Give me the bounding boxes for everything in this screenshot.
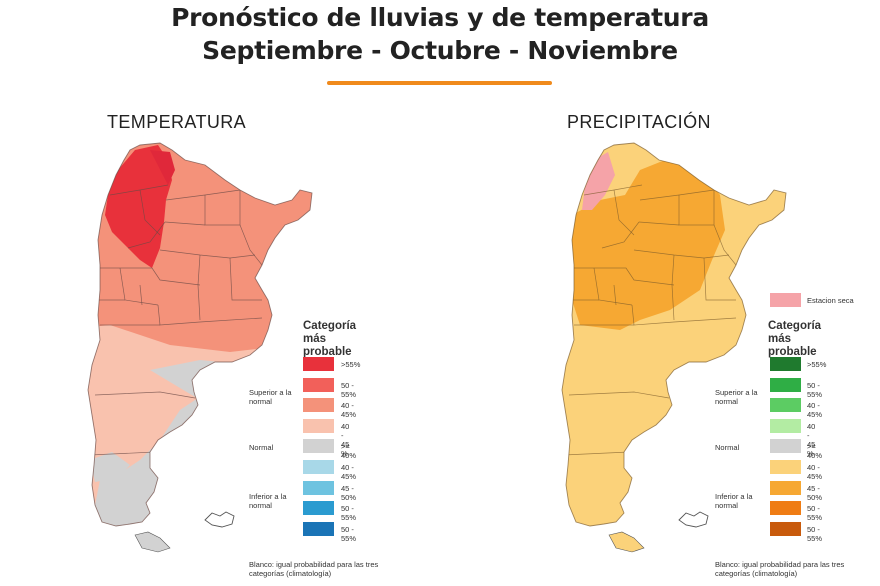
legend-swatch [770, 439, 801, 454]
legend-heading-line1: Categoría [768, 320, 822, 332]
legend-swatch [303, 418, 334, 433]
legend-swatch-label: 40 - 45% [341, 401, 357, 420]
legend-swatch-label: >= 40% [341, 442, 357, 461]
superior-group-label: Superior a la normal [249, 388, 292, 406]
legend-swatch-label: >55% [341, 360, 361, 369]
legend-heading-line2: más probable [768, 333, 817, 358]
normal-group-label: Normal [715, 443, 740, 452]
temperature-map-title: TEMPERATURA [107, 112, 247, 132]
legend-swatch-label: >55% [807, 360, 827, 369]
legend-swatch-label: 50 - 55% [341, 524, 357, 543]
legend-note: Blanco: igual probabilidad para las tres… [715, 560, 845, 578]
legend-swatch-label: 40 - 45 % [341, 421, 350, 458]
inferior-group-label: Inferior a la normal [715, 492, 753, 510]
legend-swatch-label: 40 - 45% [341, 463, 357, 481]
legend-swatch [770, 418, 801, 433]
legend-swatch [303, 377, 334, 392]
legend-swatch [770, 357, 801, 371]
precipitation-map-title: PRECIPITACIÓN [567, 112, 711, 132]
legend-swatch [770, 480, 801, 495]
legend-swatch-label: 50 - 55% [341, 380, 357, 399]
legend-heading-line2: más probable [303, 333, 352, 358]
superior-group-label: Superior a la normal [715, 388, 758, 406]
page-subtitle: Septiembre - Octubre - Noviembre [202, 36, 678, 65]
legend-swatch [770, 460, 801, 474]
legend-swatch [303, 501, 334, 516]
legend-heading: Categoría más probable [768, 320, 821, 359]
legend-heading-line1: Categoría [303, 320, 357, 332]
legend-swatch [770, 398, 801, 413]
legend-swatch [303, 521, 334, 536]
legend-swatch-label: >= 40% [807, 442, 823, 461]
legend-swatch-label: 40 - 45% [807, 463, 823, 481]
legend-swatch-label: 45 - 50% [341, 483, 357, 502]
dry-season-swatch [770, 293, 801, 307]
legend-swatch [303, 460, 334, 474]
legend-swatch-label: 50 - 55% [807, 504, 823, 523]
legend-swatch-label: 50 - 55% [807, 380, 823, 399]
legend-swatch [303, 398, 334, 413]
normal-group-label: Normal [249, 443, 274, 452]
legend-swatch-label: 40 - 45% [807, 401, 823, 420]
legend-swatch-label: 50 - 55% [341, 504, 357, 523]
page-title: Pronóstico de lluvias y de temperatura [171, 3, 709, 32]
inferior-group-label: Inferior a la normal [249, 492, 287, 510]
legend-swatch [770, 521, 801, 536]
temperature-map [87, 142, 313, 553]
dry-season-label: Estacion seca [807, 296, 854, 305]
legend-swatch [770, 501, 801, 516]
legend-swatch-label: 50 - 55% [807, 524, 823, 543]
legend-swatch [770, 377, 801, 392]
legend-swatch-label: 40 - 45 % [807, 421, 816, 458]
legend-swatch-label: 45 - 50% [807, 483, 823, 502]
legend-swatch [303, 480, 334, 495]
title-underline [327, 81, 552, 85]
legend-swatch [303, 357, 334, 371]
legend-note: Blanco: igual probabilidad para las tres… [249, 560, 379, 578]
legend-swatch [303, 439, 334, 454]
legend-heading: Categoría más probable [303, 320, 356, 359]
